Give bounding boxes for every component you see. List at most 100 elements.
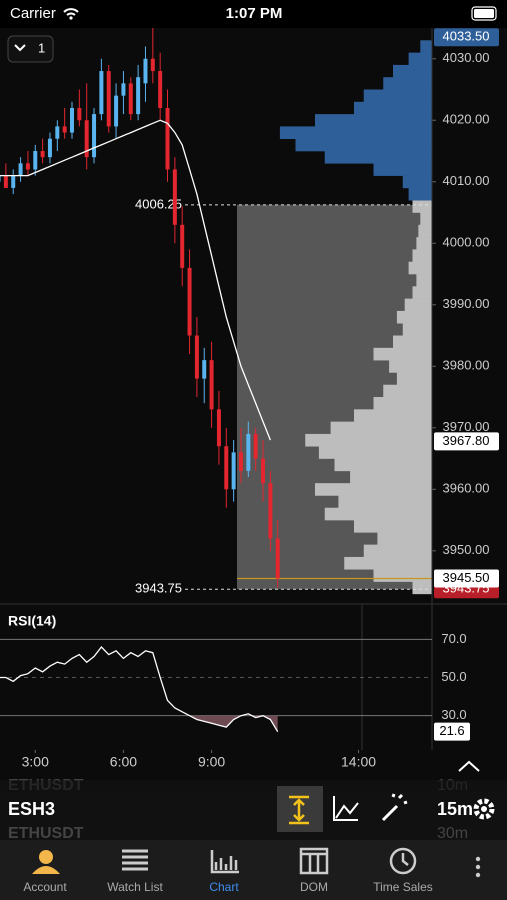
- y-tick-label: 4010.00: [443, 173, 490, 188]
- profile-bar: [373, 347, 432, 361]
- profile-bar: [279, 126, 432, 140]
- profile-bar: [315, 483, 432, 496]
- tab-time-sales[interactable]: Time Sales: [373, 847, 433, 894]
- profile-bar: [363, 89, 432, 103]
- candle-body: [40, 151, 45, 158]
- candle-body: [25, 163, 30, 170]
- wifi-icon: [63, 8, 79, 16]
- symbol[interactable]: ESH3: [8, 799, 55, 819]
- tab-label: Account: [23, 880, 67, 894]
- picker-fade: [0, 780, 507, 792]
- y-tick-label: 4020.00: [443, 112, 490, 127]
- indicator-tool[interactable]: [333, 796, 359, 821]
- rsi-tag-label: 21.6: [439, 723, 464, 738]
- profile-bar: [305, 433, 432, 447]
- profile-bar: [418, 224, 432, 238]
- y-tick-label: 3950.00: [443, 542, 490, 557]
- tab-icon: [299, 847, 329, 875]
- x-tick-label: 9:00: [198, 754, 225, 770]
- candle-body: [187, 267, 192, 336]
- tab-dom[interactable]: DOM: [299, 847, 329, 894]
- x-tick-label: 6:00: [110, 754, 137, 770]
- candle-body: [253, 433, 258, 459]
- picker-item: ETHUSDT: [8, 825, 84, 842]
- profile-bar: [412, 200, 432, 213]
- price-tag: [434, 432, 499, 451]
- profile-bar: [338, 495, 432, 509]
- range-tool[interactable]: [289, 795, 309, 825]
- chevron: [14, 44, 26, 52]
- candle-body: [18, 163, 23, 176]
- level-label: 3943.75: [135, 581, 182, 596]
- tab-label: Time Sales: [373, 880, 433, 894]
- profile-bar: [389, 360, 432, 373]
- candle-body: [47, 138, 52, 158]
- candle-body: [180, 224, 185, 268]
- profile-bar: [383, 384, 432, 398]
- price-tag-label: 3945.50: [443, 570, 490, 585]
- profile-bar: [408, 261, 432, 275]
- tab-icon: [389, 847, 417, 875]
- tab-more[interactable]: [475, 856, 481, 878]
- profile-bar: [330, 421, 432, 435]
- profile-bar: [363, 544, 432, 558]
- profile-bar: [334, 458, 432, 472]
- rsi-tick-label: 30.0: [441, 707, 466, 722]
- tab-icon: [39, 850, 53, 864]
- candle-body: [114, 95, 119, 127]
- profile-bar: [315, 114, 432, 127]
- x-tick-label: 3:00: [22, 754, 49, 770]
- candle-body: [224, 446, 229, 490]
- profile-bar: [412, 249, 432, 263]
- profile-bar: [377, 532, 432, 545]
- profile-bar: [416, 274, 432, 287]
- profile-bar: [373, 569, 432, 582]
- battery-level: [474, 9, 494, 18]
- profile-bar: [412, 286, 432, 299]
- tab-label: Chart: [209, 880, 239, 894]
- candle-body: [216, 409, 221, 447]
- draw-tool[interactable]: [381, 793, 408, 822]
- tab-account[interactable]: Account: [23, 850, 67, 894]
- tab-watch-list[interactable]: Watch List: [107, 849, 163, 894]
- tab-bar: [0, 840, 507, 900]
- profile-bar: [402, 323, 432, 336]
- candle-body: [150, 58, 155, 72]
- candle-body: [136, 77, 141, 115]
- tab-chart[interactable]: Chart: [209, 850, 239, 894]
- candle-body: [246, 433, 251, 471]
- profile-bar: [396, 372, 432, 386]
- status-bar: [0, 0, 507, 28]
- profile-bar: [350, 470, 432, 484]
- profile-bar: [354, 520, 432, 533]
- zoom-button[interactable]: [7, 35, 54, 63]
- profile-bar: [393, 64, 432, 78]
- zoom-label: 1: [38, 40, 45, 55]
- profile-bar: [412, 581, 432, 595]
- candle-body: [92, 114, 97, 158]
- candle-body: [268, 483, 273, 539]
- price-tag: [434, 569, 499, 588]
- profile-bar: [402, 175, 432, 189]
- y-tick-label: 3990.00: [443, 296, 490, 311]
- candle-body: [70, 107, 74, 133]
- collapse-button[interactable]: [458, 760, 480, 772]
- profile-bar: [408, 52, 432, 66]
- interval[interactable]: 15m: [437, 799, 473, 819]
- settings-hub: [481, 806, 487, 812]
- candle-body: [261, 458, 266, 484]
- y-tick-label: 3960.00: [443, 481, 490, 496]
- dot: [475, 856, 481, 862]
- settings-icon[interactable]: [473, 798, 495, 820]
- profile-bar: [393, 335, 432, 349]
- y-tick-label: 4030.00: [443, 50, 490, 65]
- profile-bar: [324, 507, 432, 521]
- rsi-title: RSI(14): [8, 613, 56, 629]
- candle-body: [165, 107, 170, 170]
- candle-body: [3, 175, 8, 188]
- candle-body: [275, 538, 280, 579]
- x-tick-label: 14:00: [341, 754, 376, 770]
- wifi-dot: [69, 16, 73, 20]
- tab-icon: [210, 850, 239, 874]
